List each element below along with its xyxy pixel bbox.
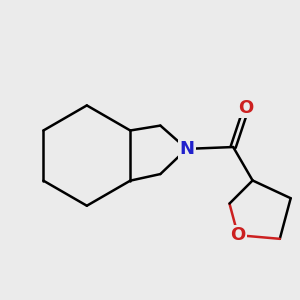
Text: O: O	[238, 99, 254, 117]
Text: N: N	[179, 140, 194, 158]
Text: O: O	[230, 226, 246, 244]
